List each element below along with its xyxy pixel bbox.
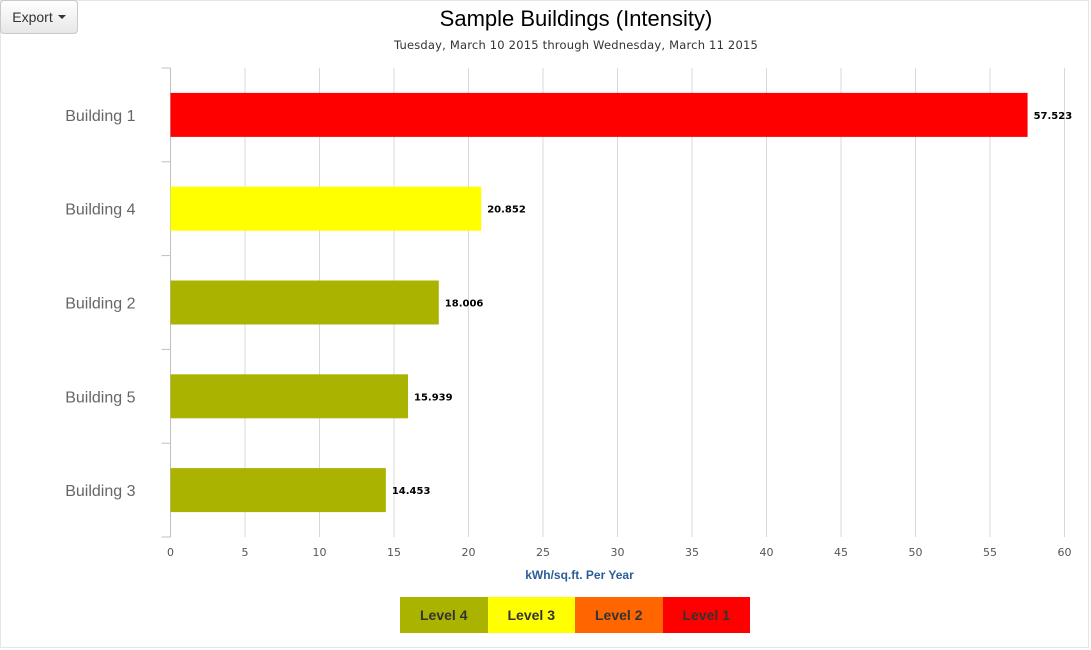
x-tick-label: 15 <box>387 546 401 559</box>
x-tick-label: 50 <box>909 546 923 559</box>
x-tick-label: 25 <box>536 546 550 559</box>
data-label: 57.523 <box>1034 111 1073 122</box>
bar <box>170 280 439 325</box>
data-label: 20.852 <box>487 205 526 216</box>
legend-item-level-4[interactable]: Level 4 <box>400 597 488 633</box>
export-button[interactable]: Export <box>0 0 78 34</box>
x-tick-label: 35 <box>685 546 699 559</box>
x-tick-label: 0 <box>167 546 174 559</box>
x-tick-label: 60 <box>1058 546 1072 559</box>
x-tick-label: 40 <box>760 546 774 559</box>
category-label: Building 5 <box>65 389 135 406</box>
legend: Level 4 Level 3 Level 2 Level 1 <box>400 597 750 633</box>
category-label: Building 1 <box>65 108 135 125</box>
bar <box>170 186 482 231</box>
chart-title: Sample Buildings (Intensity) <box>439 6 713 31</box>
legend-item-level-2[interactable]: Level 2 <box>575 597 663 633</box>
x-tick-label: 10 <box>313 546 327 559</box>
bar <box>170 92 1028 137</box>
chart-subtitle: Tuesday, March 10 2015 through Wednesday… <box>393 38 759 52</box>
data-label: 15.939 <box>414 392 453 403</box>
x-tick-label: 5 <box>242 546 249 559</box>
legend-item-level-3[interactable]: Level 3 <box>487 597 575 633</box>
export-button-label: Export <box>12 9 53 25</box>
legend-item-level-1[interactable]: Level 1 <box>662 597 750 633</box>
category-label: Building 4 <box>65 202 135 219</box>
caret-down-icon <box>57 15 66 19</box>
x-tick-label: 20 <box>462 546 476 559</box>
data-label: 18.006 <box>445 299 484 310</box>
x-tick-label: 55 <box>983 546 997 559</box>
category-label: Building 3 <box>65 483 135 500</box>
bar <box>170 374 408 419</box>
x-tick-label: 30 <box>611 546 625 559</box>
x-axis-title: kWh/sq.ft. Per Year <box>525 568 634 582</box>
x-tick-label: 45 <box>834 546 848 559</box>
category-label: Building 2 <box>65 296 135 313</box>
data-label: 14.453 <box>392 486 431 497</box>
bar <box>170 468 386 513</box>
